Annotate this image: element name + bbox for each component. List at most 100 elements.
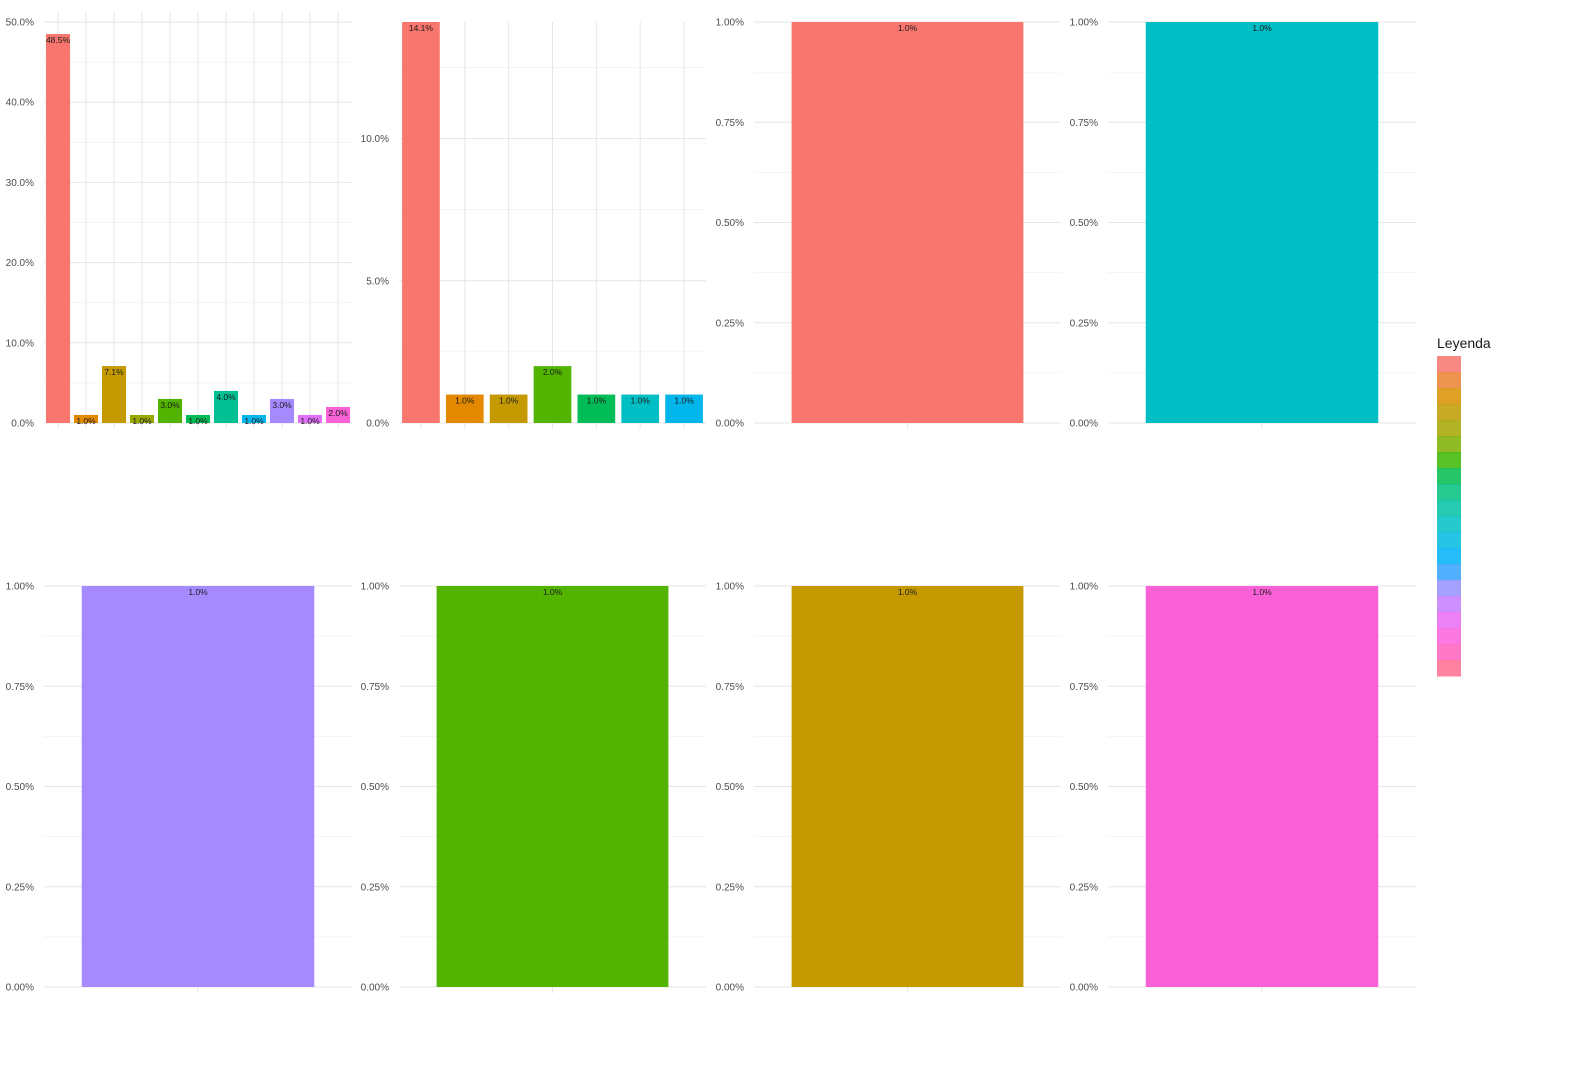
bar-value-label: 1.0%: [300, 416, 320, 426]
bar-value-label: 7.1%: [104, 367, 124, 377]
bar-value-label: 2.0%: [543, 367, 563, 377]
legend-key: [1437, 500, 1461, 517]
y-tick-label: 0.75%: [1070, 682, 1098, 693]
bar-value-label: 1.0%: [674, 396, 694, 406]
bar-value-label: 1.0%: [188, 587, 208, 597]
y-tick-label: 0.25%: [361, 882, 389, 893]
bar: [297, 414, 323, 423]
legend-key: [1437, 612, 1461, 629]
y-tick-label: 1.00%: [1070, 582, 1098, 593]
bar-value-label: 3.0%: [272, 400, 292, 410]
legend-title: Leyenda: [1437, 335, 1491, 351]
y-tick-label: 0.75%: [716, 682, 744, 693]
legend-key: [1437, 484, 1461, 501]
y-tick-label: 20.0%: [6, 258, 34, 269]
bar-value-label: 1.0%: [499, 396, 519, 406]
y-tick-label: 0.50%: [361, 782, 389, 793]
bar-value-label: 1.0%: [631, 396, 651, 406]
bar: [157, 398, 183, 423]
y-tick-label: 0.25%: [6, 882, 34, 893]
bar-value-label: 1.0%: [455, 396, 475, 406]
y-tick-label: 0.00%: [716, 983, 744, 994]
y-tick-label: 5.0%: [366, 276, 389, 287]
bar-value-label: 1.0%: [132, 416, 152, 426]
y-tick-label: 10.0%: [6, 338, 34, 349]
y-tick-label: 0.00%: [1070, 983, 1098, 994]
legend-key: [1437, 468, 1461, 485]
bar: [1145, 22, 1379, 423]
y-tick-label: 40.0%: [6, 98, 34, 109]
legend-key: [1437, 580, 1461, 597]
y-tick-label: 0.50%: [1070, 218, 1098, 229]
legend-key: [1437, 644, 1461, 661]
legend-key: [1437, 516, 1461, 533]
y-tick-label: 0.25%: [1070, 882, 1098, 893]
y-tick-label: 0.00%: [361, 983, 389, 994]
legend-key: [1437, 372, 1461, 389]
bar-value-label: 48.5%: [46, 35, 71, 45]
bar-value-label: 4.0%: [216, 392, 236, 402]
legend-key: [1437, 420, 1461, 437]
y-tick-label: 0.75%: [6, 682, 34, 693]
legend-key: [1437, 532, 1461, 549]
bar: [533, 366, 572, 423]
bar: [577, 394, 616, 423]
y-tick-label: 0.25%: [1070, 318, 1098, 329]
bar: [621, 394, 660, 423]
y-tick-label: 0.50%: [716, 782, 744, 793]
y-tick-label: 0.00%: [1070, 419, 1098, 430]
bar: [101, 366, 127, 423]
bar-value-label: 1.0%: [898, 23, 918, 33]
bar: [213, 390, 239, 423]
y-tick-label: 0.75%: [1070, 118, 1098, 129]
bar: [665, 394, 703, 423]
y-tick-label: 1.00%: [361, 582, 389, 593]
bar: [81, 586, 315, 987]
bar-value-label: 1.0%: [587, 396, 607, 406]
bar: [185, 414, 211, 423]
y-tick-label: 0.75%: [361, 682, 389, 693]
bar: [325, 406, 351, 423]
y-tick-label: 0.75%: [716, 118, 744, 129]
bar-value-label: 1.0%: [188, 416, 208, 426]
legend-key: [1437, 564, 1461, 581]
bar: [1145, 586, 1379, 987]
bar-value-label: 3.0%: [160, 400, 180, 410]
y-tick-label: 1.00%: [1070, 18, 1098, 29]
bar-value-label: 1.0%: [898, 587, 918, 597]
bar: [791, 586, 1024, 987]
y-tick-label: 0.00%: [716, 419, 744, 430]
bar-value-label: 1.0%: [76, 416, 96, 426]
legend-key: [1437, 628, 1461, 645]
bar-value-label: 14.1%: [409, 23, 434, 33]
y-tick-label: 30.0%: [6, 178, 34, 189]
y-tick-label: 0.0%: [366, 419, 389, 430]
bar-value-label: 1.0%: [1252, 23, 1272, 33]
y-tick-label: 0.0%: [11, 419, 34, 430]
bar: [436, 586, 669, 987]
bar: [241, 414, 267, 423]
bar-value-label: 1.0%: [543, 587, 563, 597]
legend-key: [1437, 436, 1461, 453]
y-tick-label: 0.50%: [1070, 782, 1098, 793]
legend-key: [1437, 596, 1461, 613]
bar: [445, 394, 484, 423]
y-tick-label: 0.50%: [6, 782, 34, 793]
bar: [402, 22, 440, 423]
legend-key: [1437, 356, 1461, 373]
y-tick-label: 50.0%: [6, 18, 34, 29]
bar-value-label: 1.0%: [244, 416, 264, 426]
legend-key: [1437, 388, 1461, 405]
y-tick-label: 0.00%: [6, 983, 34, 994]
y-tick-label: 10.0%: [361, 134, 389, 145]
bar-value-label: 2.0%: [328, 408, 348, 418]
bar: [45, 34, 71, 423]
legend-key: [1437, 548, 1461, 565]
bar: [269, 398, 295, 423]
legend-key: [1437, 452, 1461, 469]
bar-value-label: 1.0%: [1252, 587, 1272, 597]
bar: [791, 22, 1024, 423]
bar: [489, 394, 528, 423]
y-tick-label: 0.25%: [716, 318, 744, 329]
